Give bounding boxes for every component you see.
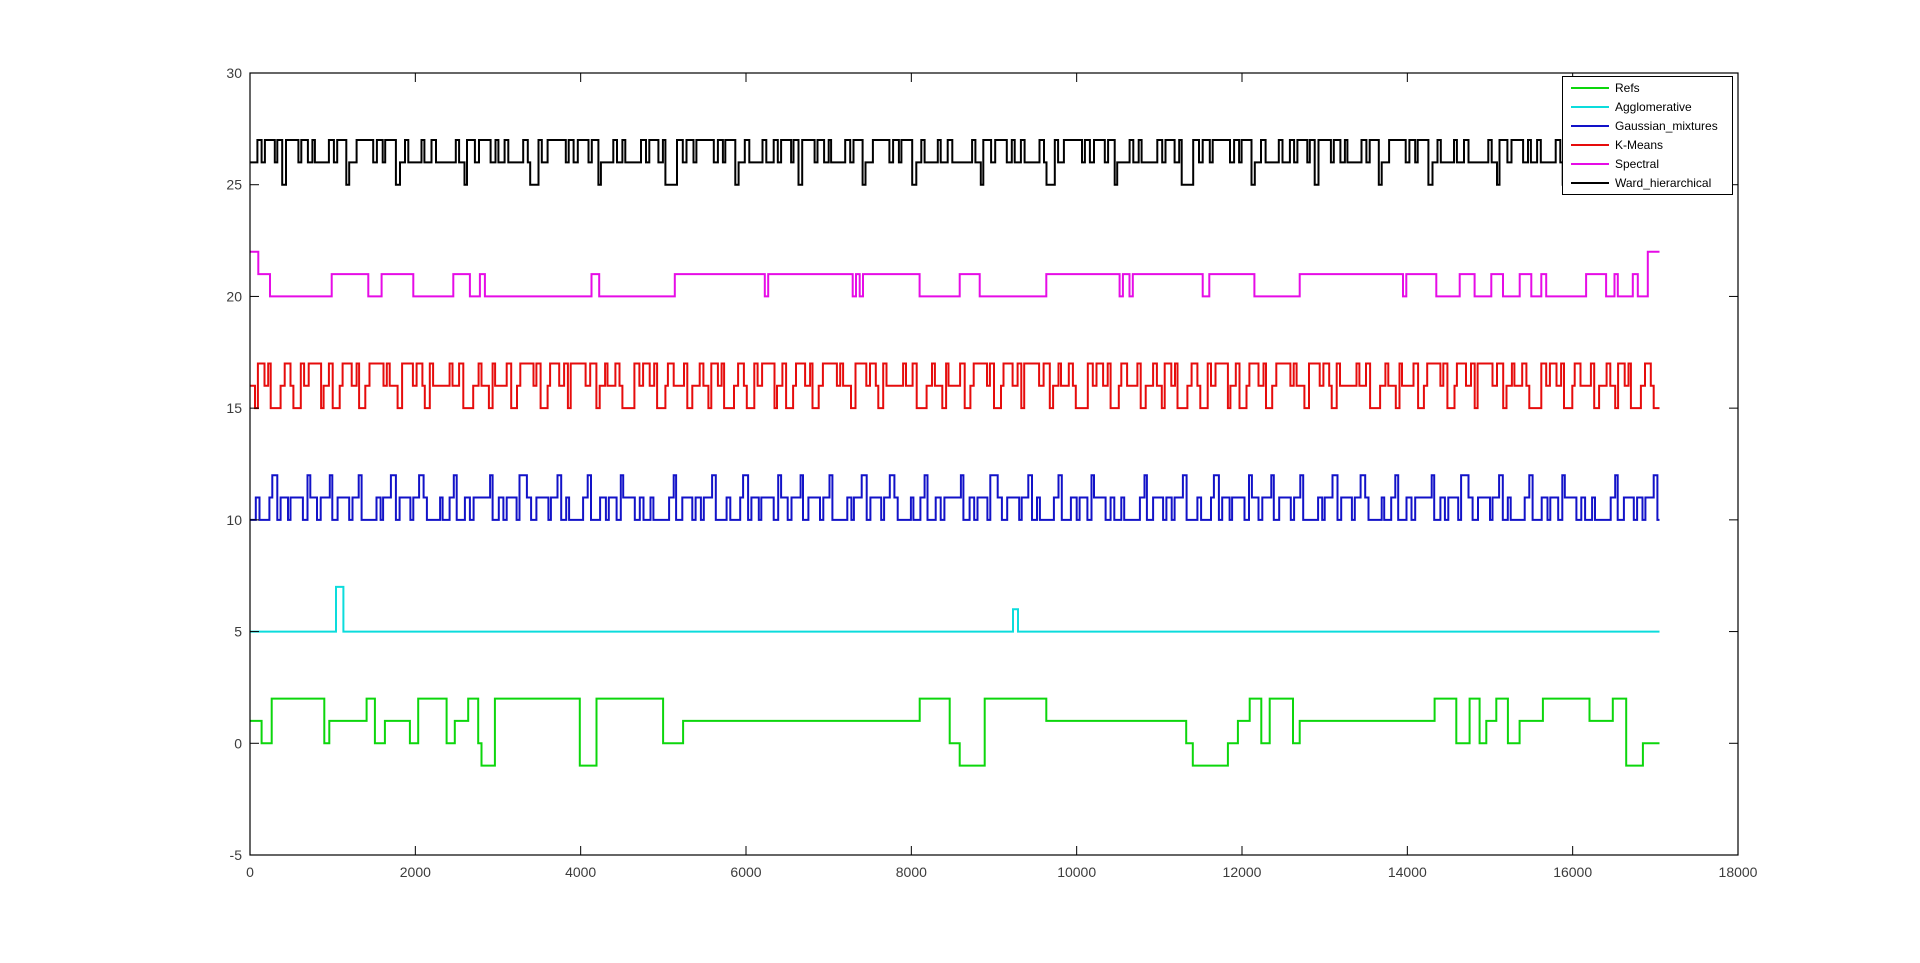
- y-tick-label: 10: [226, 512, 242, 528]
- legend-line-sample: [1571, 87, 1609, 90]
- legend-item-gaussian_mixtures: Gaussian_mixtures: [1563, 117, 1732, 135]
- legend-label: K-Means: [1615, 137, 1664, 152]
- x-tick-label: 2000: [400, 864, 431, 880]
- plot-border: [249, 72, 1739, 856]
- x-tick-label: 16000: [1553, 864, 1592, 880]
- x-tick-label: 12000: [1223, 864, 1262, 880]
- legend-label: Spectral: [1615, 156, 1660, 171]
- x-tick-label: 14000: [1388, 864, 1427, 880]
- legend: Refs Agglomerative Gaussian_mixtures K-Mean…: [1562, 76, 1733, 195]
- series-k-means: [250, 362, 1660, 410]
- legend-label: Ward_hierarchical: [1615, 175, 1712, 190]
- legend-item-ward_hierarchical: Ward_hierarchical: [1563, 174, 1732, 192]
- legend-label: Agglomerative: [1615, 100, 1692, 115]
- x-tick-label: 10000: [1057, 864, 1096, 880]
- legend-line-sample: [1571, 181, 1609, 184]
- series-spectral: [250, 250, 1660, 298]
- series-gaussian_mixtures: [250, 474, 1660, 521]
- x-tick-label: 0: [246, 864, 254, 880]
- series-ward_hierarchical: [250, 139, 1660, 186]
- series-refs: [250, 697, 1660, 767]
- y-tick-label: 30: [226, 65, 242, 81]
- legend-line-sample: [1571, 125, 1609, 128]
- x-tick-label: 18000: [1719, 864, 1758, 880]
- legend-label: Refs: [1615, 81, 1640, 96]
- x-tick-label: 6000: [730, 864, 761, 880]
- legend-label: Gaussian_mixtures: [1615, 119, 1718, 134]
- y-tick-label: 25: [226, 177, 242, 193]
- y-tick-label: -5: [230, 847, 243, 863]
- legend-item-agglomerative: Agglomerative: [1563, 98, 1732, 116]
- legend-item-refs: Refs: [1563, 79, 1732, 97]
- legend-line-sample: [1571, 106, 1609, 109]
- y-tick-label: 15: [226, 400, 242, 416]
- y-tick-label: 0: [234, 735, 242, 751]
- legend-line-sample: [1571, 162, 1609, 165]
- legend-line-sample: [1571, 143, 1609, 146]
- x-tick-label: 4000: [565, 864, 596, 880]
- x-tick-label: 8000: [896, 864, 927, 880]
- y-tick-label: 20: [226, 288, 242, 304]
- y-tick-label: 5: [234, 624, 242, 640]
- legend-item-k-means: K-Means: [1563, 136, 1732, 154]
- legend-item-spectral: Spectral: [1563, 155, 1732, 173]
- series-agglomerative: [250, 585, 1660, 633]
